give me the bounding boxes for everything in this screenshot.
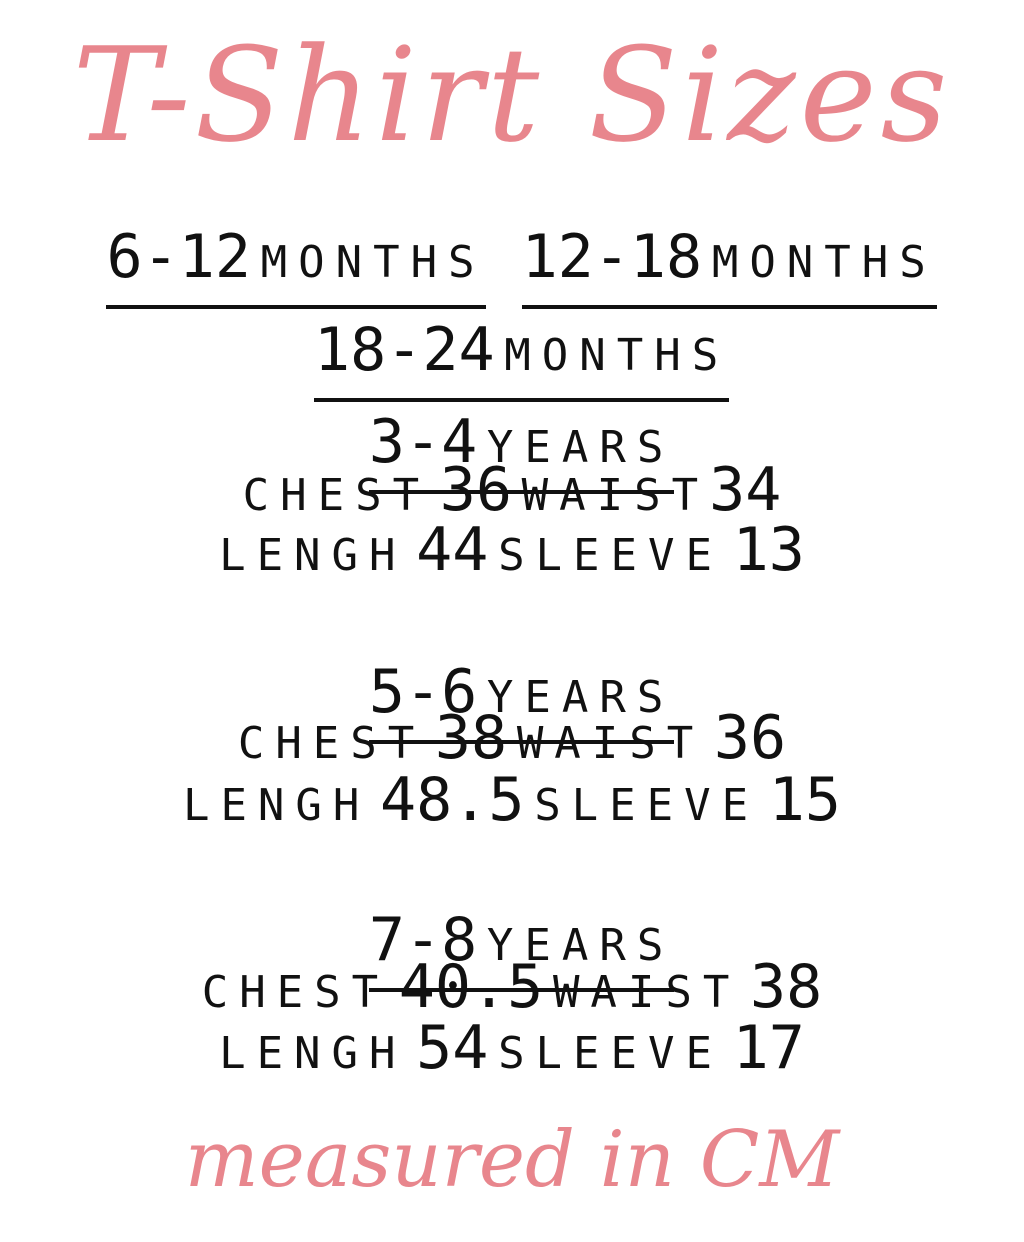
months-row-2: 18-24 MONTHS [0,298,1024,402]
measurement-unit-note: measured in CM [184,1115,840,1205]
size-header-6-12-months: 6-12 MONTHS [106,222,486,309]
chest-label: CHEST [201,967,390,1018]
waist-value: 36 [713,703,787,773]
chest-waist-row: CHEST 36 WAIST34 [0,455,1024,540]
range: 7-8 [368,905,478,975]
length-label: LENGH [219,530,407,581]
range: 12-18 [521,222,703,292]
waist-value: 34 [709,455,782,525]
unit: YEARS [486,920,675,971]
unit: YEARS [486,672,675,723]
chest-value: 38 [434,703,508,773]
length-label: LENGH [219,1028,407,1079]
range: 3-4 [368,407,478,477]
size-header-7-8-years: 7-8 YEARS [0,888,1024,992]
sleeve-label: SLEEVE [498,530,724,581]
range: 6-12 [106,222,251,292]
chest-label: CHEST [242,470,431,521]
months-row-1: 6-12 MONTHS 12-18 MONTHS [0,205,1024,309]
chest-value: 36 [439,455,512,525]
page-title: T-Shirt Sizes [72,19,952,171]
chest-value: 40.5 [398,952,544,1022]
chest-waist-row: CHEST 38 WAIST 36 [0,703,1024,788]
unit: MONTHS [711,237,937,288]
size-header-3-4-years: 3-4 YEARS [0,390,1024,494]
size-header-12-18-months: 12-18 MONTHS [521,222,937,309]
waist-label: WAIST [552,967,741,1018]
length-sleeve-row: LENGH 54 SLEEVE 17 [0,1013,1024,1098]
length-value: 44 [416,515,489,585]
unit: YEARS [486,422,675,473]
length-value: 48.5 [380,765,525,835]
unit: MONTHS [504,330,730,381]
waist-label: WAIST [521,470,710,521]
chest-label: CHEST [237,718,426,769]
sleeve-value: 15 [768,765,842,835]
sleeve-value: 17 [732,1013,805,1083]
waist-label: WAIST [516,718,705,769]
length-value: 54 [416,1013,489,1083]
unit: MONTHS [260,237,486,288]
length-label: LENGH [182,780,371,831]
waist-value: 38 [750,952,823,1022]
length-sleeve-row: LENGH 44 SLEEVE 13 [0,515,1024,600]
chest-waist-row: CHEST 40.5 WAIST 38 [0,952,1024,1037]
range: 18-24 [314,315,495,385]
size-header-18-24-months: 18-24 MONTHS [314,315,730,402]
range: 5-6 [368,657,478,727]
size-header-5-6-years: 5-6 YEARS [0,640,1024,744]
sleeve-label: SLEEVE [534,780,760,831]
sleeve-label: SLEEVE [498,1028,724,1079]
sleeve-value: 13 [732,515,805,585]
length-sleeve-row: LENGH 48.5 SLEEVE 15 [0,765,1024,850]
